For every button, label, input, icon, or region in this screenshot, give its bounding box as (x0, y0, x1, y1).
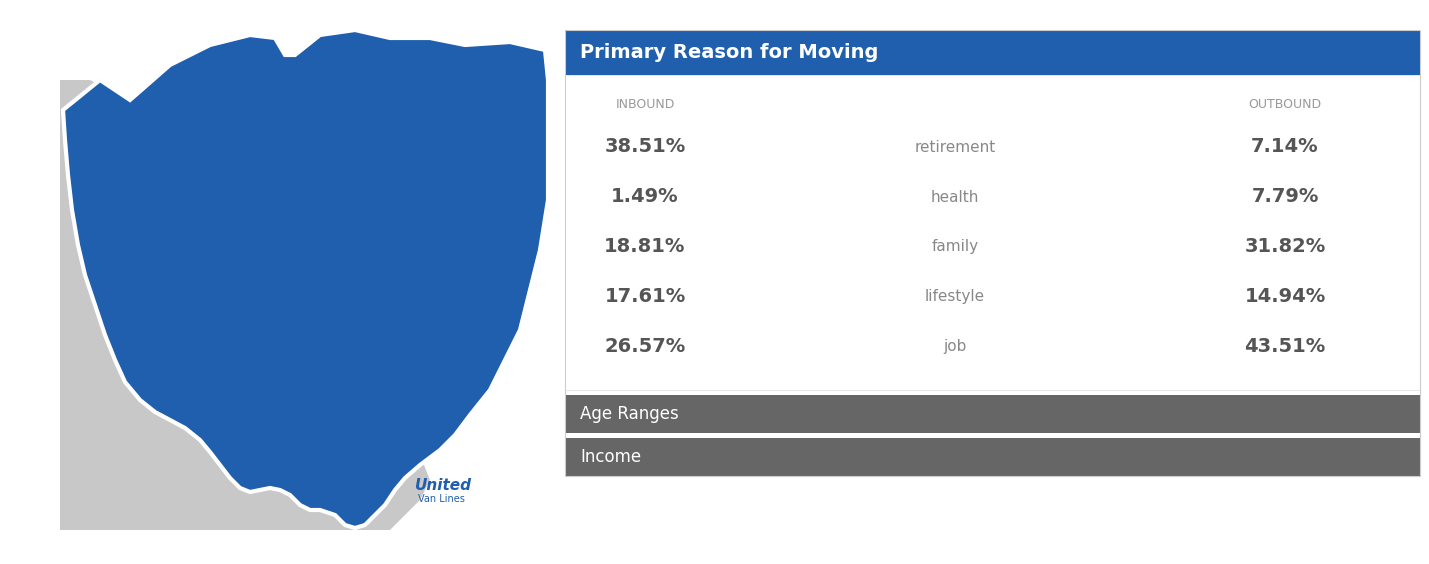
FancyBboxPatch shape (564, 30, 1420, 75)
Text: 31.82%: 31.82% (1245, 237, 1326, 257)
Text: lifestyle: lifestyle (925, 289, 985, 305)
Text: 7.14%: 7.14% (1252, 138, 1319, 156)
Text: 1.49%: 1.49% (612, 187, 679, 206)
Text: 18.81%: 18.81% (604, 237, 686, 257)
Text: 26.57%: 26.57% (604, 337, 686, 356)
Text: Van Lines: Van Lines (419, 494, 464, 504)
Text: retirement: retirement (915, 139, 996, 155)
Text: Age Ranges: Age Ranges (580, 405, 679, 423)
Text: Income: Income (580, 448, 642, 466)
Text: 17.61%: 17.61% (604, 288, 686, 306)
Text: OUTBOUND: OUTBOUND (1249, 99, 1322, 112)
Polygon shape (63, 30, 547, 528)
FancyBboxPatch shape (564, 75, 1420, 390)
Text: United: United (414, 478, 472, 493)
Text: job: job (943, 340, 966, 355)
Polygon shape (60, 80, 430, 530)
FancyBboxPatch shape (564, 438, 1420, 476)
FancyBboxPatch shape (564, 395, 1420, 433)
Text: 7.79%: 7.79% (1252, 187, 1319, 206)
Text: Primary Reason for Moving: Primary Reason for Moving (580, 43, 879, 62)
Text: 14.94%: 14.94% (1245, 288, 1326, 306)
Text: INBOUND: INBOUND (616, 99, 674, 112)
Text: 38.51%: 38.51% (604, 138, 686, 156)
Text: health: health (930, 190, 979, 205)
Text: family: family (932, 240, 979, 254)
Text: 43.51%: 43.51% (1245, 337, 1326, 356)
